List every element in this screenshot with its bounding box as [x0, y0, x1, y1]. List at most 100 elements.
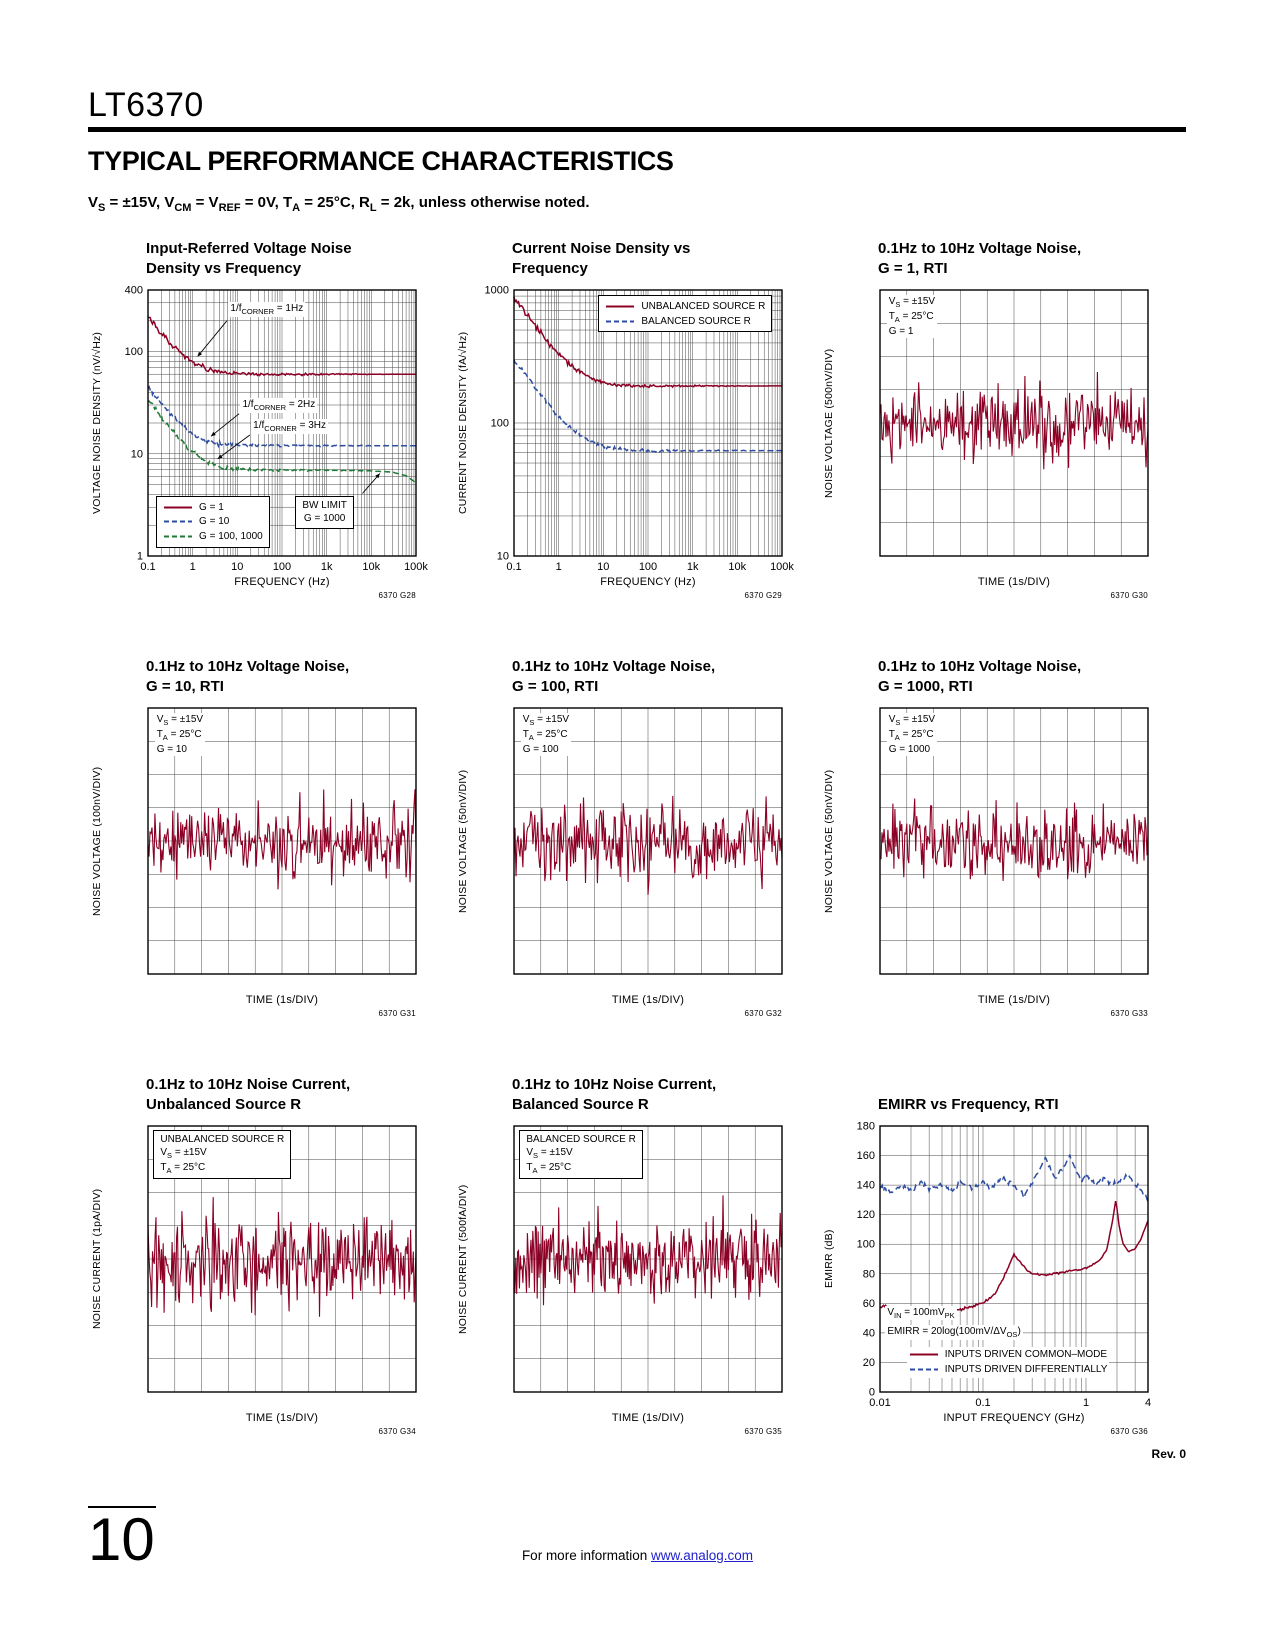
legend-label: G = 1 — [199, 501, 224, 513]
legend-line-sample-icon — [909, 1368, 938, 1371]
chart-title: 0.1Hz to 10Hz Voltage Noise, G = 1000, R… — [878, 658, 1082, 695]
chart-title: Input-Referred Voltage Noise Density vs … — [146, 240, 352, 277]
plot-frame — [879, 289, 1149, 557]
noise-trace — [879, 798, 1149, 882]
chart-cell: EMIRR vs Frequency, RTI 0.01 0.1 1 4 0 20 40 60… — [820, 1068, 1186, 1446]
analog-link[interactable]: www.analog.com — [650, 1548, 754, 1563]
legend-entry: G = 100, 1000 — [163, 530, 263, 543]
series-line — [147, 400, 417, 484]
chart-noise-current-balanced: 6370 G35 TIME (1s/DIV) NOISE CURRENT (500f… — [454, 1116, 816, 1446]
x-tick-label: 0.01 — [869, 1397, 890, 1409]
chart-annotation: 1/fCORNER = 3Hz — [251, 419, 328, 434]
y-axis-label: NOISE VOLTAGE (500nV/DIV) — [823, 348, 835, 498]
chart-annotation: 1/fCORNER = 2Hz — [240, 397, 318, 413]
noise-trace — [147, 789, 417, 890]
chart-canvas: 6370 G31 — [147, 707, 417, 1018]
legend-entry: UNBALANCED SOURCE R — [605, 300, 765, 313]
x-tick-label: 0.1 — [140, 561, 155, 573]
page-number-rule — [88, 1506, 156, 1508]
chart-annotation: VS = ±15V TA = 25°C G = 1 — [886, 295, 938, 339]
x-axis-label: FREQUENCY (Hz) — [600, 576, 696, 588]
chart-annotation: EMIRR = 20log(100mV/ΔVOS) — [885, 1324, 1023, 1340]
chart-title: 0.1Hz to 10Hz Voltage Noise, G = 10, RTI — [146, 658, 350, 695]
legend-line-sample-icon — [606, 305, 635, 308]
chart-title: Current Noise Density vs Frequency — [512, 240, 691, 277]
x-axis-label: TIME (1s/DIV) — [977, 576, 1051, 588]
legend-entry: G = 10 — [163, 515, 263, 528]
plot-frame — [513, 289, 783, 557]
y-tick-label: 20 — [863, 1357, 875, 1369]
plot-frame — [879, 1125, 1149, 1393]
chart-voltage-noise-g1: 6370 G30 TIME (1s/DIV) NOISE VOLTAGE (500n… — [820, 280, 1182, 610]
arrow-head-icon — [217, 454, 223, 459]
x-tick-label: 0.1 — [975, 1397, 990, 1409]
y-tick-label: 100 — [857, 1239, 875, 1251]
chart-id: 6370 G36 — [1110, 1427, 1148, 1436]
x-tick-label: 100 — [639, 561, 657, 573]
x-axis-label: TIME (1s/DIV) — [977, 994, 1051, 1006]
y-axis-label: NOISE VOLTAGE (50nV/DIV) — [457, 769, 469, 913]
chart-voltage-noise-density: 0.1 1 10 100 1k 10k 100k 1 10 100 400 6370 G28 FREQU… — [88, 280, 450, 610]
y-tick-label: 80 — [863, 1268, 875, 1280]
chart-canvas: 6370 G32 — [513, 707, 783, 1018]
plot-frame — [513, 1125, 783, 1393]
y-tick-label: 100 — [491, 418, 509, 430]
series-line — [147, 385, 416, 449]
plot-frame — [513, 707, 783, 975]
legend-line-sample-icon — [164, 506, 193, 509]
chart-voltage-noise-g1000: 6370 G33 TIME (1s/DIV) NOISE VOLTAGE (50nV… — [820, 698, 1182, 1028]
chart-title: 0.1Hz to 10Hz Voltage Noise, G = 1, RTI — [878, 240, 1082, 277]
chart-noise-current-unbalanced: 6370 G34 TIME (1s/DIV) NOISE CURRENT (1pA/… — [88, 1116, 450, 1446]
x-tick-label: 10k — [362, 561, 380, 573]
chart-current-noise-density: 0.1 1 10 100 1k 10k 100k 10 100 1000 6370 G29 FREQU… — [454, 280, 816, 610]
test-conditions: VS = ±15V, VCM = VREF = 0V, TA = 25°C, R… — [88, 194, 590, 214]
legend-label: INPUTS DRIVEN COMMON–MODE — [944, 1349, 1108, 1361]
footer-text: For more information — [521, 1548, 651, 1563]
plot-frame — [147, 289, 417, 557]
annotation-arrow — [210, 413, 240, 437]
legend: G = 1 G = 10 G = 100, 1000 — [156, 496, 270, 548]
x-tick-label: 1 — [190, 561, 196, 573]
chart-id: 6370 G34 — [378, 1427, 416, 1436]
chart-voltage-noise-g10: 6370 G31 TIME (1s/DIV) NOISE VOLTAGE (100n… — [88, 698, 450, 1028]
chart-annotation: UNBALANCED SOURCE R VS = ±15V TA = 25°C — [153, 1129, 292, 1179]
chart-title: 0.1Hz to 10Hz Noise Current, Balanced So… — [512, 1076, 717, 1113]
legend-entry: INPUTS DRIVEN COMMON–MODE — [909, 1348, 1108, 1361]
x-axis-label: INPUT FREQUENCY (GHz) — [943, 1412, 1085, 1424]
revision-label: Rev. 0 — [1151, 1447, 1186, 1461]
legend-entry: INPUTS DRIVEN DIFFERENTIALLY — [909, 1363, 1107, 1376]
y-tick-label: 160 — [857, 1150, 875, 1162]
y-tick-label: 0 — [869, 1387, 875, 1399]
grid-lines — [880, 290, 1148, 556]
y-tick-label: 1 — [137, 551, 143, 563]
footer: For more information www.analog.com — [0, 1548, 1275, 1563]
y-tick-label: 140 — [857, 1180, 875, 1192]
y-tick-label: 10 — [131, 448, 143, 460]
chart-cell: 0.1Hz to 10Hz Voltage Noise, G = 1000, R… — [820, 650, 1186, 1028]
x-axis-label: FREQUENCY (Hz) — [234, 576, 330, 588]
x-tick-label: 1k — [687, 561, 699, 573]
noise-trace — [147, 1197, 417, 1317]
legend-line-sample-icon — [164, 535, 193, 538]
y-tick-label: 120 — [857, 1209, 875, 1221]
chart-cell: Current Noise Density vs Frequency 0.1 1 1… — [454, 232, 820, 610]
plot-frame — [147, 707, 417, 975]
legend-line-sample-icon — [909, 1353, 938, 1356]
chart-id: 6370 G31 — [378, 1009, 416, 1018]
legend: INPUTS DRIVEN COMMON–MODE INPUTS DRIVEN D… — [906, 1346, 1110, 1378]
chart-annotation: 1/fCORNER = 1Hz — [228, 301, 306, 317]
noise-trace — [879, 371, 1149, 470]
chart-id: 6370 G35 — [744, 1427, 782, 1436]
page-number: 10 — [88, 1506, 155, 1573]
legend-entry: BALANCED SOURCE R — [605, 315, 765, 328]
x-tick-label: 100k — [770, 561, 794, 573]
chart-cell: 0.1Hz to 10Hz Voltage Noise, G = 100, RT… — [454, 650, 820, 1028]
series-line — [513, 296, 782, 389]
part-number: LT6370 — [88, 86, 204, 124]
chart-id: 6370 G28 — [378, 591, 416, 600]
y-axis-label: EMIRR (dB) — [823, 1229, 835, 1289]
chart-cell: 0.1Hz to 10Hz Voltage Noise, G = 10, RTI… — [88, 650, 454, 1028]
legend-entry: G = 1 — [163, 501, 263, 514]
legend-line-sample-icon — [164, 520, 193, 523]
